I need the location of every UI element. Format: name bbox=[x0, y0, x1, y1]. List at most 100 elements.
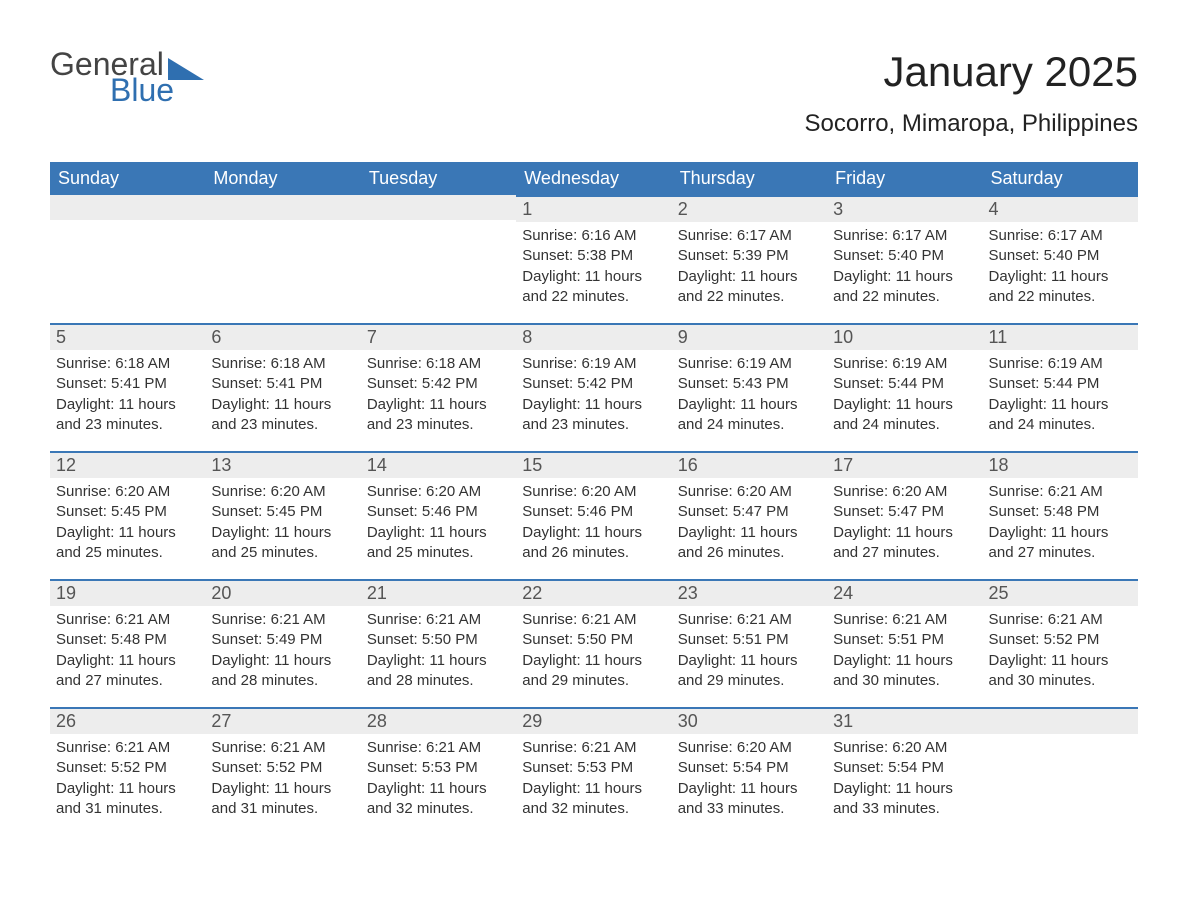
day-number: 23 bbox=[672, 579, 827, 606]
sunrise-text: Sunrise: 6:21 AM bbox=[211, 610, 354, 630]
calendar-cell: 6Sunrise: 6:18 AMSunset: 5:41 PMDaylight… bbox=[205, 323, 360, 451]
daylight-text: Daylight: 11 hours and 23 minutes. bbox=[522, 395, 665, 436]
sunrise-text: Sunrise: 6:20 AM bbox=[367, 482, 510, 502]
day-number: 12 bbox=[50, 451, 205, 478]
weekday-header: Thursday bbox=[672, 162, 827, 195]
calendar-cell: 12Sunrise: 6:20 AMSunset: 5:45 PMDayligh… bbox=[50, 451, 205, 579]
daylight-text: Daylight: 11 hours and 23 minutes. bbox=[56, 395, 199, 436]
sunrise-text: Sunrise: 6:21 AM bbox=[367, 738, 510, 758]
calendar-cell: 19Sunrise: 6:21 AMSunset: 5:48 PMDayligh… bbox=[50, 579, 205, 707]
daylight-text: Daylight: 11 hours and 24 minutes. bbox=[989, 395, 1132, 436]
calendar-cell bbox=[361, 195, 516, 323]
calendar-cell: 13Sunrise: 6:20 AMSunset: 5:45 PMDayligh… bbox=[205, 451, 360, 579]
calendar-cell: 2 Sunrise: 6:17 AMSunset: 5:39 PMDaylight… bbox=[672, 195, 827, 323]
sunset-text: Sunset: 5:51 PM bbox=[678, 630, 821, 650]
calendar-cell: 1Sunrise: 6:16 AMSunset: 5:38 PMDaylight… bbox=[516, 195, 671, 323]
daylight-text: Daylight: 11 hours and 27 minutes. bbox=[833, 523, 976, 564]
logo-text-blue: Blue bbox=[110, 74, 204, 106]
day-number: 1 bbox=[516, 195, 671, 222]
sunrise-text: Sunrise: 6:20 AM bbox=[678, 482, 821, 502]
daylight-text: Daylight: 11 hours and 25 minutes. bbox=[367, 523, 510, 564]
sunrise-text: Sunrise: 6:20 AM bbox=[833, 738, 976, 758]
day-details: Sunrise: 6:20 AMSunset: 5:46 PMDaylight:… bbox=[516, 478, 671, 573]
location-title: Socorro, Mimaropa, Philippines bbox=[805, 110, 1138, 138]
day-details: Sunrise: 6:19 AMSunset: 5:42 PMDaylight:… bbox=[516, 350, 671, 445]
day-details: Sunrise: 6:20 AMSunset: 5:47 PMDaylight:… bbox=[827, 478, 982, 573]
day-number: 24 bbox=[827, 579, 982, 606]
sunrise-text: Sunrise: 6:17 AM bbox=[989, 226, 1132, 246]
calendar-cell bbox=[983, 707, 1138, 835]
day-number: 28 bbox=[361, 707, 516, 734]
sunset-text: Sunset: 5:42 PM bbox=[367, 374, 510, 394]
day-number bbox=[361, 195, 516, 220]
sunset-text: Sunset: 5:42 PM bbox=[522, 374, 665, 394]
daylight-text: Daylight: 11 hours and 31 minutes. bbox=[211, 779, 354, 820]
sunset-text: Sunset: 5:50 PM bbox=[522, 630, 665, 650]
weekday-header: Monday bbox=[205, 162, 360, 195]
sunset-text: Sunset: 5:44 PM bbox=[989, 374, 1132, 394]
sunrise-text: Sunrise: 6:20 AM bbox=[678, 738, 821, 758]
daylight-text: Daylight: 11 hours and 24 minutes. bbox=[678, 395, 821, 436]
daylight-text: Daylight: 11 hours and 23 minutes. bbox=[211, 395, 354, 436]
day-details bbox=[50, 220, 205, 234]
daylight-text: Daylight: 11 hours and 22 minutes. bbox=[678, 267, 821, 308]
daylight-text: Daylight: 11 hours and 29 minutes. bbox=[678, 651, 821, 692]
month-title: January 2025 bbox=[805, 48, 1138, 96]
daylight-text: Daylight: 11 hours and 25 minutes. bbox=[211, 523, 354, 564]
calendar-cell: 5Sunrise: 6:18 AMSunset: 5:41 PMDaylight… bbox=[50, 323, 205, 451]
weekday-header: Sunday bbox=[50, 162, 205, 195]
daylight-text: Daylight: 11 hours and 23 minutes. bbox=[367, 395, 510, 436]
weekday-header: Wednesday bbox=[516, 162, 671, 195]
sunset-text: Sunset: 5:49 PM bbox=[211, 630, 354, 650]
day-number: 21 bbox=[361, 579, 516, 606]
calendar-cell: 27Sunrise: 6:21 AMSunset: 5:52 PMDayligh… bbox=[205, 707, 360, 835]
day-details: Sunrise: 6:21 AMSunset: 5:52 PMDaylight:… bbox=[205, 734, 360, 829]
sunrise-text: Sunrise: 6:21 AM bbox=[56, 738, 199, 758]
day-details: Sunrise: 6:18 AMSunset: 5:41 PMDaylight:… bbox=[205, 350, 360, 445]
sunrise-text: Sunrise: 6:19 AM bbox=[989, 354, 1132, 374]
day-details bbox=[983, 734, 1138, 748]
calendar-cell bbox=[50, 195, 205, 323]
calendar-cell: 30Sunrise: 6:20 AMSunset: 5:54 PMDayligh… bbox=[672, 707, 827, 835]
day-details: Sunrise: 6:20 AMSunset: 5:45 PMDaylight:… bbox=[50, 478, 205, 573]
day-details: Sunrise: 6:21 AMSunset: 5:51 PMDaylight:… bbox=[827, 606, 982, 701]
sunset-text: Sunset: 5:40 PM bbox=[989, 246, 1132, 266]
day-details: Sunrise: 6:16 AMSunset: 5:38 PMDaylight:… bbox=[516, 222, 671, 317]
calendar-week: 26Sunrise: 6:21 AMSunset: 5:52 PMDayligh… bbox=[50, 707, 1138, 835]
day-details: Sunrise: 6:21 AMSunset: 5:50 PMDaylight:… bbox=[516, 606, 671, 701]
sunrise-text: Sunrise: 6:21 AM bbox=[522, 610, 665, 630]
sunset-text: Sunset: 5:54 PM bbox=[678, 758, 821, 778]
sunrise-text: Sunrise: 6:21 AM bbox=[56, 610, 199, 630]
day-number: 14 bbox=[361, 451, 516, 478]
daylight-text: Daylight: 11 hours and 31 minutes. bbox=[56, 779, 199, 820]
day-details: Sunrise: 6:19 AMSunset: 5:43 PMDaylight:… bbox=[672, 350, 827, 445]
day-number: 10 bbox=[827, 323, 982, 350]
sunset-text: Sunset: 5:40 PM bbox=[833, 246, 976, 266]
calendar-cell: 21Sunrise: 6:21 AMSunset: 5:50 PMDayligh… bbox=[361, 579, 516, 707]
sunset-text: Sunset: 5:47 PM bbox=[678, 502, 821, 522]
daylight-text: Daylight: 11 hours and 29 minutes. bbox=[522, 651, 665, 692]
daylight-text: Daylight: 11 hours and 32 minutes. bbox=[367, 779, 510, 820]
calendar-cell: 28Sunrise: 6:21 AMSunset: 5:53 PMDayligh… bbox=[361, 707, 516, 835]
daylight-text: Daylight: 11 hours and 26 minutes. bbox=[522, 523, 665, 564]
daylight-text: Daylight: 11 hours and 30 minutes. bbox=[833, 651, 976, 692]
day-number: 2 bbox=[672, 195, 827, 222]
sunrise-text: Sunrise: 6:21 AM bbox=[678, 610, 821, 630]
day-number bbox=[983, 707, 1138, 734]
sunset-text: Sunset: 5:48 PM bbox=[989, 502, 1132, 522]
day-number: 4 bbox=[983, 195, 1138, 222]
daylight-text: Daylight: 11 hours and 26 minutes. bbox=[678, 523, 821, 564]
day-number: 3 bbox=[827, 195, 982, 222]
calendar-week: 12Sunrise: 6:20 AMSunset: 5:45 PMDayligh… bbox=[50, 451, 1138, 579]
sunrise-text: Sunrise: 6:17 AM bbox=[678, 226, 821, 246]
day-number: 19 bbox=[50, 579, 205, 606]
sunset-text: Sunset: 5:53 PM bbox=[522, 758, 665, 778]
sunrise-text: Sunrise: 6:21 AM bbox=[989, 482, 1132, 502]
calendar-week: 19Sunrise: 6:21 AMSunset: 5:48 PMDayligh… bbox=[50, 579, 1138, 707]
day-number: 27 bbox=[205, 707, 360, 734]
day-number bbox=[50, 195, 205, 220]
day-number: 18 bbox=[983, 451, 1138, 478]
calendar-head: SundayMondayTuesdayWednesdayThursdayFrid… bbox=[50, 162, 1138, 195]
sunset-text: Sunset: 5:39 PM bbox=[678, 246, 821, 266]
title-block: January 2025 Socorro, Mimaropa, Philippi… bbox=[805, 48, 1138, 138]
